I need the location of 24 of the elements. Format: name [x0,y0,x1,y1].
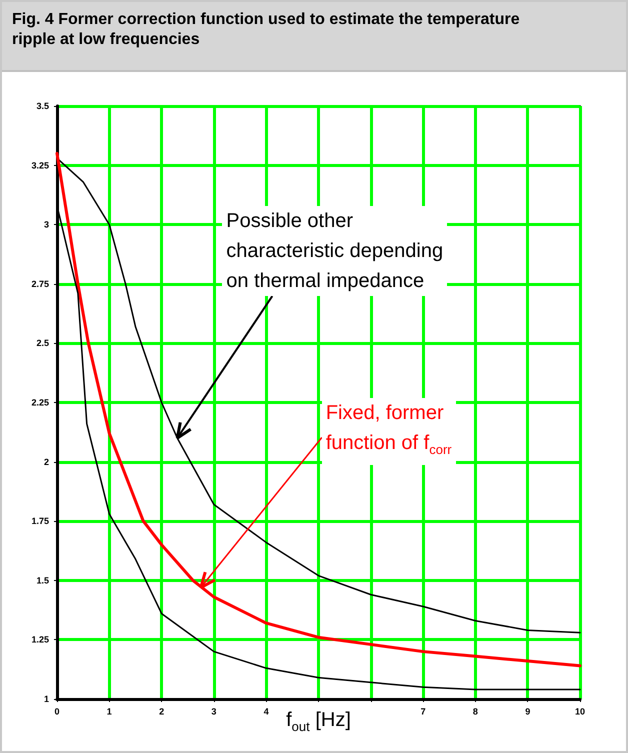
y-tick-label: 2.25 [31,398,49,408]
x-axis-title: f$_{out}$ [Hz] [286,709,351,734]
y-tick-label: 3 [44,220,49,230]
y-tick-label: 2.5 [36,338,49,348]
x-tick-label: 4 [264,706,269,716]
y-tick-label: 3.25 [31,160,49,170]
y-tick-label: 1.25 [31,634,49,645]
x-tick-label: 7 [420,706,426,716]
x-tick-label: 10 [574,706,586,716]
x-tick-label: 0 [54,706,60,716]
y-tick-label: 3.5 [36,101,49,111]
annotation: Possible other characteristic depending on thermal impedance [222,206,448,296]
y-tick-label: 2.75 [31,278,49,289]
y-tick-label: 1 [44,694,49,704]
x-tick-label: 8 [472,706,478,716]
y-tick-label: 1.75 [31,516,49,526]
y-tick-label: 1.5 [36,575,49,586]
x-tick-label: 3 [211,706,216,716]
x-tick-label: 2 [159,706,164,716]
y-tick-label: 2 [44,456,49,467]
chart-title: Fig. 4 Former correction function used to estimate the temperature ripple at low frequencies [2,2,626,72]
x-tick-label: 1 [106,706,112,716]
x-tick-label: 9 [525,706,530,716]
annotation: Fixed, former function of f$_{corr}$ [322,398,456,465]
